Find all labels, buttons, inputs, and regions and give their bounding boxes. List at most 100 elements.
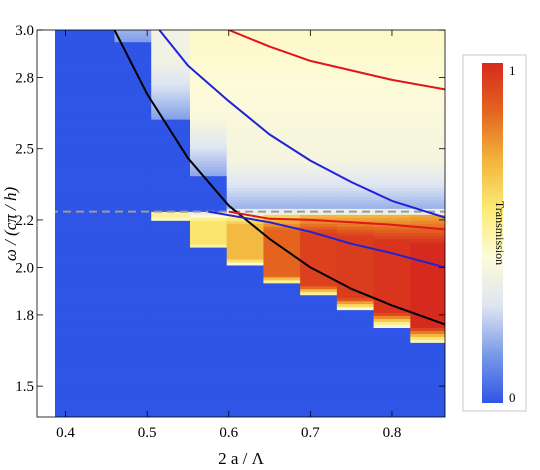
heatmap-cell [373, 306, 411, 311]
heatmap-cell [55, 264, 79, 269]
heatmap-cell [151, 77, 191, 81]
heatmap-cell [55, 181, 79, 186]
heatmap-cell [55, 282, 79, 287]
heatmap-cell [114, 279, 152, 284]
heatmap-cell [263, 32, 301, 37]
heatmap-cell [373, 279, 411, 284]
heatmap-cell [373, 235, 411, 239]
heatmap-cell [300, 124, 338, 129]
heatmap-cell [151, 255, 191, 260]
heatmap-cell [410, 178, 445, 183]
heatmap-cell [114, 133, 152, 138]
heatmap-cell [114, 363, 152, 367]
heatmap-cell [410, 44, 445, 49]
heatmap-cell [55, 229, 79, 233]
heatmap-cell [336, 133, 374, 138]
heatmap-cell [55, 53, 79, 58]
heatmap-cell [226, 92, 264, 96]
heatmap-cell [263, 184, 301, 189]
heatmap-cell [263, 324, 301, 328]
heatmap-cell [410, 333, 445, 337]
heatmap-cell [114, 77, 152, 81]
heatmap-cell [77, 395, 115, 400]
heatmap-cell [263, 291, 301, 296]
heatmap-cell [77, 121, 115, 126]
heatmap-cell [300, 169, 338, 174]
heatmap-cell [77, 303, 115, 308]
heatmap-cell [263, 208, 301, 212]
heatmap-cell [410, 127, 445, 132]
heatmap-cell [336, 202, 374, 206]
heatmap-cell [55, 202, 79, 206]
heatmap-cell [55, 270, 79, 275]
heatmap-cell [373, 321, 411, 326]
heatmap-cell [336, 273, 374, 278]
heatmap-cell [190, 53, 228, 58]
heatmap-cell [336, 386, 374, 391]
heatmap-cell [300, 145, 338, 150]
heatmap-cell [373, 285, 411, 290]
heatmap-cell [190, 169, 228, 174]
heatmap-cell [190, 113, 228, 117]
heatmap-cell [114, 404, 152, 409]
y-tick-label: 1.5 [15, 379, 34, 395]
heatmap-cell [151, 196, 191, 200]
heatmap-cell [190, 300, 228, 305]
heatmap-cell [226, 65, 264, 69]
heatmap-cell [373, 68, 411, 72]
heatmap-cell [300, 190, 338, 195]
heatmap-cell [410, 345, 445, 349]
heatmap-cell [300, 258, 338, 263]
heatmap-cell [190, 38, 228, 43]
heatmap-cell [55, 35, 79, 40]
heatmap-cell [300, 74, 338, 78]
heatmap-cell [263, 282, 301, 287]
heatmap-cell [300, 175, 338, 180]
heatmap-cell [190, 163, 228, 168]
heatmap-cell [226, 30, 264, 34]
heatmap-cell [373, 264, 411, 269]
heatmap-cell [151, 89, 191, 93]
heatmap-cell [114, 336, 152, 340]
heatmap-cell [55, 357, 79, 361]
heatmap-cell [410, 208, 445, 212]
heatmap-cell [114, 56, 152, 61]
heatmap-cell [410, 142, 445, 147]
heatmap-cell [55, 80, 79, 84]
heatmap-cell [226, 133, 264, 138]
heatmap-cell [226, 330, 264, 334]
heatmap-cell [190, 291, 228, 296]
heatmap-cell [114, 360, 152, 364]
heatmap-cell [300, 288, 338, 293]
heatmap-cell [263, 130, 301, 135]
heatmap-cell [373, 205, 411, 209]
heatmap-cell [410, 306, 445, 311]
heatmap-cell [300, 86, 338, 90]
heatmap-cell [336, 89, 374, 93]
heatmap-cell [226, 160, 264, 165]
heatmap-cell [151, 318, 191, 323]
heatmap-cell [300, 264, 338, 269]
heatmap-cell [55, 211, 79, 215]
heatmap-cell [300, 47, 338, 52]
heatmap-cell [114, 172, 152, 177]
heatmap-cell [55, 336, 79, 340]
heatmap-cell [226, 333, 264, 337]
mode-curve-5 [228, 30, 445, 91]
heatmap-cell [77, 309, 115, 314]
heatmap-cell [77, 357, 115, 361]
heatmap-cell [263, 56, 301, 61]
heatmap-cell [190, 333, 228, 337]
heatmap-cell [410, 124, 445, 129]
heatmap-cell [190, 336, 228, 340]
heatmap-cell [114, 50, 152, 55]
heatmap-cell [410, 196, 445, 200]
heatmap-cell [77, 124, 115, 129]
heatmap-cell [263, 68, 301, 72]
heatmap-cell [114, 110, 152, 114]
heatmap-cell [226, 336, 264, 340]
heatmap-cell [151, 273, 191, 278]
heatmap-cell [336, 294, 374, 299]
heatmap-cell [336, 101, 374, 105]
heatmap-cell [55, 297, 79, 302]
